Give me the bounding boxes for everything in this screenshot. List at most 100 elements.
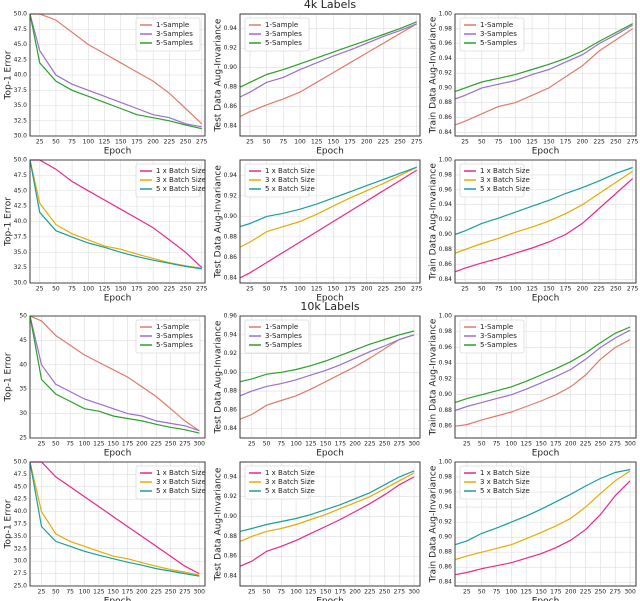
x-tick-label: 200: [147, 286, 159, 293]
x-tick-label: 150: [320, 589, 332, 596]
series-line: [29, 13, 202, 130]
series-line: [239, 23, 417, 98]
y-tick-label: 0.88: [439, 549, 453, 556]
y-tick-label: 0.86: [224, 103, 238, 110]
x-tick-label: 50: [478, 441, 486, 448]
x-tick-label: 100: [79, 589, 91, 596]
y-tick-label: 0.98: [439, 474, 453, 481]
x-tick-label: 200: [565, 589, 577, 596]
x-tick-label: 75: [493, 441, 501, 448]
y-tick-label: 0.92: [439, 375, 453, 382]
y-tick-label: 37.5: [14, 521, 28, 528]
x-tick-label: 175: [122, 589, 134, 596]
x-tick-label: 150: [535, 441, 547, 448]
x-tick-label: 275: [196, 286, 208, 293]
y-tick-label: 32.5: [14, 117, 28, 124]
legend-label: 3-Samples: [480, 332, 517, 340]
x-tick-label: 250: [610, 139, 622, 146]
y-axis-label: Test Data Aug-Invariance: [214, 467, 224, 581]
x-axis-label: Epoch: [316, 449, 344, 459]
y-tick-label: 0.86: [224, 406, 238, 413]
y-tick-label: 0.92: [224, 192, 238, 199]
x-tick-label: 275: [394, 589, 406, 596]
y-tick-label: 40: [19, 361, 27, 368]
legend-label: 5 x Batch Size: [265, 185, 315, 193]
plot-frame: [454, 159, 637, 284]
y-tick-label: 0.98: [439, 171, 453, 178]
x-tick-label: 25: [36, 286, 44, 293]
y-axis-label: Top-1 Error: [4, 197, 14, 247]
y-axis-label: Test Data Aug-Invariance: [214, 165, 224, 279]
y-tick-label: 45: [19, 337, 27, 344]
legend-label: 1 x Batch Size: [480, 469, 530, 477]
plot-frame: [454, 461, 637, 587]
x-axis-label: Epoch: [104, 597, 132, 601]
x-tick-label: 75: [280, 139, 288, 146]
series-line: [454, 23, 633, 93]
y-tick-label: 45.0: [14, 41, 28, 48]
y-tick-label: 25.0: [14, 583, 28, 590]
x-axis-label: Epoch: [316, 294, 344, 304]
y-tick-label: 1.00: [439, 313, 453, 320]
series-line: [29, 315, 200, 432]
series-line: [30, 13, 203, 125]
series-line: [239, 334, 415, 397]
x-tick-label: 125: [305, 441, 317, 448]
y-tick-label: 0.88: [224, 233, 238, 240]
x-tick-label: 50: [52, 286, 60, 293]
chart-title: 10k Labels: [300, 300, 360, 313]
y-tick-label: 0.84: [224, 123, 238, 130]
y-tick-label: 50: [19, 313, 27, 320]
x-tick-label: 150: [543, 286, 555, 293]
y-tick-label: 0.90: [224, 369, 238, 376]
x-tick-label: 50: [52, 441, 60, 448]
y-tick-label: 0.94: [224, 331, 238, 338]
y-tick-label: 0.98: [439, 328, 453, 335]
x-tick-label: 25: [38, 589, 46, 596]
y-tick-label: 35.0: [14, 533, 28, 540]
series-line: [29, 159, 202, 270]
legend-label: 5 x Batch Size: [156, 185, 206, 193]
x-tick-label: 225: [593, 286, 605, 293]
x-tick-label: 275: [610, 441, 622, 448]
y-tick-label: 32.5: [14, 545, 28, 552]
series-line: [454, 468, 631, 546]
series-line: [454, 329, 631, 412]
legend-label: 1-Sample: [156, 323, 189, 331]
y-axis-label: Top-1 Error: [4, 499, 14, 549]
legend-label: 5-Samples: [480, 341, 517, 349]
x-tick-label: 25: [36, 139, 44, 146]
x-tick-label: 125: [526, 286, 538, 293]
legend-label: 1 x Batch Size: [156, 469, 206, 477]
series-line: [239, 166, 417, 228]
series-line: [454, 170, 633, 254]
x-tick-label: 200: [361, 286, 373, 293]
series-line: [29, 315, 200, 434]
y-tick-label: 0.84: [224, 274, 238, 281]
y-tick-label: 0.86: [224, 254, 238, 261]
plot-frame: [29, 315, 206, 439]
x-tick-label: 250: [595, 441, 607, 448]
x-tick-label: 150: [107, 441, 119, 448]
y-tick-label: 0.94: [224, 172, 238, 179]
x-tick-label: 250: [610, 286, 622, 293]
x-tick-label: 200: [349, 441, 361, 448]
y-tick-label: 0.94: [224, 25, 238, 32]
x-axis-label: Epoch: [532, 147, 560, 157]
plot-frame: [29, 159, 206, 284]
x-axis-label: Epoch: [316, 597, 344, 601]
y-axis-label: Train Data Aug-Invariance: [429, 163, 439, 281]
x-tick-label: 50: [263, 286, 271, 293]
x-tick-label: 125: [526, 139, 538, 146]
y-tick-label: 0.94: [439, 55, 453, 62]
x-tick-label: 100: [510, 286, 522, 293]
x-tick-label: 75: [277, 589, 285, 596]
x-tick-label: 175: [344, 286, 356, 293]
x-tick-label: 125: [520, 441, 532, 448]
y-tick-label: 30: [19, 410, 27, 417]
y-tick-label: 35: [19, 386, 27, 393]
x-tick-label: 25: [38, 441, 46, 448]
legend-label: 1-Sample: [265, 323, 298, 331]
y-tick-label: 0.84: [224, 425, 238, 432]
series-line: [30, 461, 200, 575]
